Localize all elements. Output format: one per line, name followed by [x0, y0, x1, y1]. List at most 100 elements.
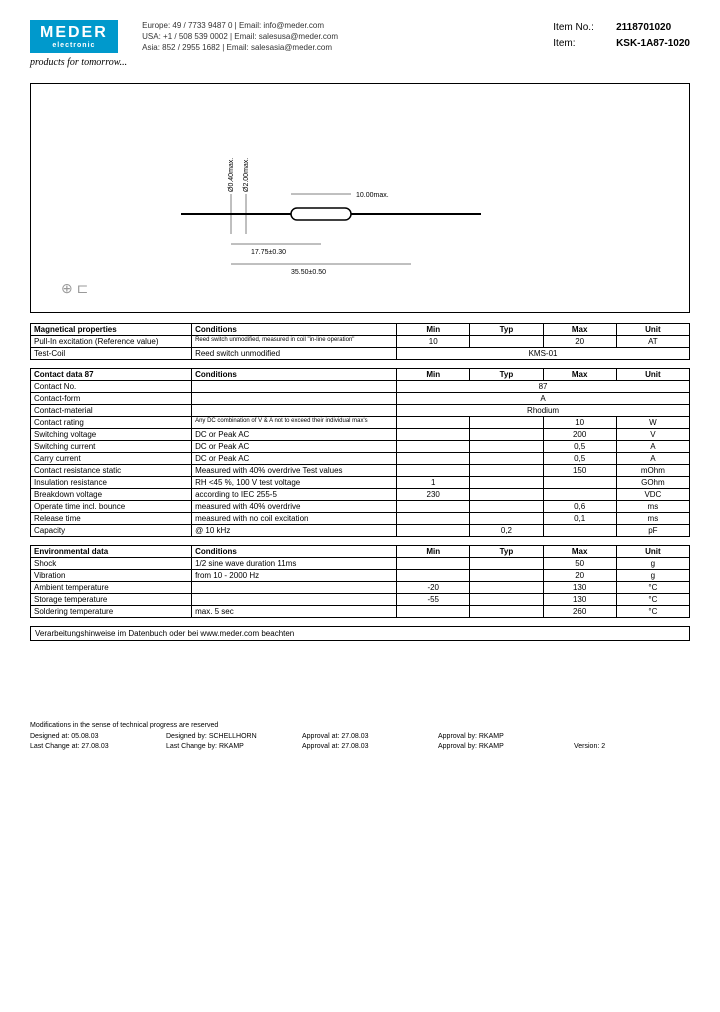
cell — [470, 336, 543, 348]
cell — [470, 429, 543, 441]
cell: 0,2 — [470, 525, 543, 537]
table-row: Operate time incl. bouncemeasured with 4… — [31, 501, 690, 513]
th-typ: Typ — [470, 324, 543, 336]
cell: ms — [616, 501, 689, 513]
cell: measured with 40% overdrive — [192, 501, 397, 513]
cell: 260 — [543, 606, 616, 618]
cell: °C — [616, 582, 689, 594]
cell — [470, 453, 543, 465]
cell — [543, 525, 616, 537]
table-row: Capacity@ 10 kHz0,2pF — [31, 525, 690, 537]
cell: Storage temperature — [31, 594, 192, 606]
cell: 50 — [543, 558, 616, 570]
cell: -55 — [397, 594, 470, 606]
fv: 27.08.03 — [341, 743, 368, 750]
item-no-value: 2118701020 — [616, 22, 671, 33]
cell: 130 — [543, 582, 616, 594]
item-no-label: Item No.: — [553, 20, 613, 36]
fv: 27.08.03 — [341, 733, 368, 740]
fv: RKAMP — [479, 743, 504, 750]
item-name-label: Item: — [553, 36, 613, 52]
cell: 230 — [397, 489, 470, 501]
cell: GOhm — [616, 477, 689, 489]
cell: Capacity — [31, 525, 192, 537]
table-magnetical: Magnetical properties Conditions Min Typ… — [30, 323, 690, 360]
cell — [470, 417, 543, 429]
cell: Contact-material — [31, 405, 192, 417]
fl: Approval by: — [438, 733, 477, 740]
cell — [470, 570, 543, 582]
table-row: Switching currentDC or Peak AC0,5A — [31, 441, 690, 453]
cell — [397, 441, 470, 453]
logo-main: MEDER — [40, 24, 108, 42]
cell: V — [616, 429, 689, 441]
th-unit: Unit — [616, 546, 689, 558]
cell: 150 — [543, 465, 616, 477]
table-row: Carry currentDC or Peak AC0,5A — [31, 453, 690, 465]
fl: Version: — [574, 743, 599, 750]
cell: 20 — [543, 336, 616, 348]
cell — [470, 606, 543, 618]
cell: Switching current — [31, 441, 192, 453]
cell: 130 — [543, 594, 616, 606]
fl: Last Change by: — [166, 743, 217, 750]
cell — [192, 381, 397, 393]
cell: max. 5 sec — [192, 606, 397, 618]
cell: measured with no coil excitation — [192, 513, 397, 525]
cell — [470, 477, 543, 489]
fl: Last Change at: — [30, 743, 79, 750]
table-row: Insulation resistanceRH <45 %, 100 V tes… — [31, 477, 690, 489]
cell — [192, 594, 397, 606]
contact-europe: Europe: 49 / 7733 9487 0 | Email: info@m… — [142, 20, 538, 31]
th-max: Max — [543, 369, 616, 381]
processing-note: Verarbeitungshinweise im Datenbuch oder … — [30, 626, 690, 641]
cell — [543, 489, 616, 501]
table2-title: Contact data 87 — [31, 369, 192, 381]
th-max: Max — [543, 546, 616, 558]
cell — [192, 393, 397, 405]
cell: Contact-form — [31, 393, 192, 405]
fl: Approval at: — [302, 733, 339, 740]
th-cond: Conditions — [192, 369, 397, 381]
cell: 0,5 — [543, 453, 616, 465]
fv: SCHELLHORN — [209, 733, 257, 740]
cell — [470, 489, 543, 501]
cell: Contact resistance static — [31, 465, 192, 477]
cell: Soldering temperature — [31, 606, 192, 618]
cell: Reed switch unmodified, measured in coil… — [192, 336, 397, 348]
cell: 200 — [543, 429, 616, 441]
th-min: Min — [397, 546, 470, 558]
cell: 87 — [397, 381, 690, 393]
cell: Test-Coil — [31, 348, 192, 360]
cell: Insulation resistance — [31, 477, 192, 489]
fl: Designed at: — [30, 733, 69, 740]
dim-total: 35.50±0.50 — [291, 269, 326, 276]
cell: Shock — [31, 558, 192, 570]
contact-usa: USA: +1 / 508 539 0002 | Email: salesusa… — [142, 31, 538, 42]
cell — [397, 465, 470, 477]
cell — [470, 558, 543, 570]
th-cond: Conditions — [192, 546, 397, 558]
cell — [470, 582, 543, 594]
fl: Approval by: — [438, 743, 477, 750]
cell: °C — [616, 606, 689, 618]
cell: Operate time incl. bounce — [31, 501, 192, 513]
fl: Approval at: — [302, 743, 339, 750]
footer-mod: Modifications in the sense of technical … — [30, 721, 690, 732]
cell: Breakdown voltage — [31, 489, 192, 501]
cell: A — [616, 441, 689, 453]
cell: Any DC combination of V & A not to excee… — [192, 417, 397, 429]
table-row: Contact ratingAny DC combination of V & … — [31, 417, 690, 429]
cell: AT — [616, 336, 689, 348]
table-row: Storage temperature-55130°C — [31, 594, 690, 606]
dim-body: 10.00max. — [356, 192, 389, 199]
cell — [470, 513, 543, 525]
drawing-box: Ø0.40max. Ø2.00max. 10.00max. 17.75±0.30… — [30, 83, 690, 313]
cell — [397, 417, 470, 429]
cell: pF — [616, 525, 689, 537]
fv: 05.08.03 — [71, 733, 98, 740]
cell: Vibration — [31, 570, 192, 582]
cell: Pull-In excitation (Reference value) — [31, 336, 192, 348]
cell — [470, 501, 543, 513]
cell: DC or Peak AC — [192, 429, 397, 441]
